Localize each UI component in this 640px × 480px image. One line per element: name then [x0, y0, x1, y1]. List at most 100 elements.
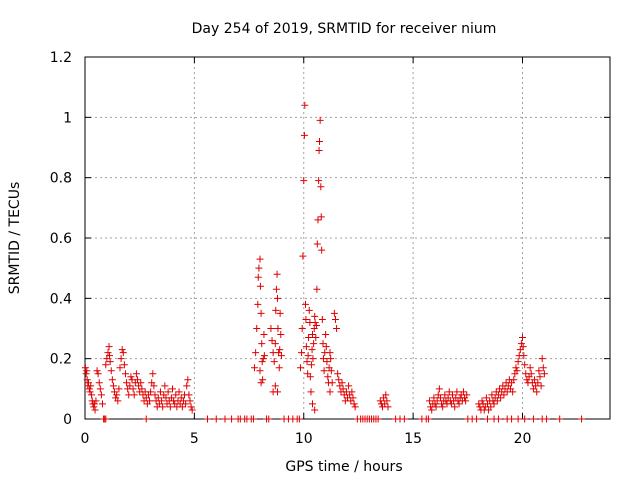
- data-point: [308, 346, 316, 354]
- data-point: [463, 391, 471, 399]
- data-point: [161, 382, 169, 390]
- data-point: [300, 177, 308, 185]
- data-point: [107, 367, 115, 375]
- data-point: [315, 147, 323, 155]
- data-point: [324, 373, 332, 381]
- data-point: [384, 403, 392, 411]
- y-tick-label: 1: [63, 110, 72, 126]
- data-point: [99, 400, 106, 408]
- data-point: [432, 403, 440, 411]
- data-point: [151, 391, 159, 399]
- data-point: [531, 376, 539, 384]
- data-points: [81, 101, 586, 423]
- data-point: [382, 391, 390, 399]
- data-point: [164, 388, 172, 396]
- data-point: [204, 415, 211, 423]
- y-axis-label: SRMTID / TECUs: [7, 182, 23, 295]
- data-point: [137, 379, 145, 387]
- data-point: [309, 331, 316, 339]
- data-point: [529, 415, 537, 423]
- data-point: [318, 315, 326, 323]
- data-point: [316, 116, 324, 124]
- data-point: [256, 282, 264, 290]
- data-point: [316, 137, 323, 145]
- data-point: [149, 370, 157, 378]
- data-point: [538, 355, 546, 363]
- data-point: [123, 379, 131, 387]
- data-point: [514, 358, 522, 366]
- data-point: [274, 325, 282, 332]
- data-point: [132, 370, 140, 378]
- data-point: [319, 355, 327, 363]
- data-point: [102, 415, 110, 423]
- data-point: [302, 300, 309, 308]
- data-point: [493, 397, 501, 405]
- data-point: [311, 318, 319, 326]
- data-point: [348, 388, 356, 396]
- data-point: [253, 325, 261, 332]
- data-point: [527, 370, 535, 378]
- data-point: [376, 397, 384, 405]
- data-point: [95, 379, 103, 387]
- data-point: [156, 388, 164, 396]
- data-point: [106, 352, 113, 360]
- data-point: [268, 337, 276, 345]
- data-point: [317, 213, 325, 221]
- data-point: [260, 331, 268, 339]
- data-point: [92, 397, 100, 405]
- data-point: [374, 415, 382, 423]
- data-point: [82, 370, 90, 378]
- y-ticks: 0 0.2 0.4 0.6 0.8 1 1.2: [50, 50, 610, 428]
- data-point: [276, 309, 284, 317]
- data-point: [102, 361, 110, 369]
- data-point: [455, 400, 463, 408]
- data-point: [118, 346, 126, 354]
- data-point: [251, 364, 259, 372]
- data-point: [158, 397, 166, 405]
- data-point: [146, 397, 154, 405]
- data-point: [90, 403, 98, 411]
- data-point: [96, 385, 104, 393]
- data-point: [307, 361, 315, 369]
- data-point: [350, 400, 358, 408]
- y-tick-label: 0.2: [50, 352, 72, 368]
- data-point: [326, 349, 334, 357]
- data-point: [270, 358, 278, 366]
- data-point: [184, 376, 192, 384]
- data-point: [187, 403, 195, 411]
- data-point: [265, 415, 273, 423]
- data-point: [115, 385, 123, 393]
- data-point: [311, 406, 319, 414]
- data-point: [435, 385, 443, 393]
- data-point: [312, 334, 320, 342]
- data-point: [521, 415, 529, 423]
- data-point: [426, 397, 434, 405]
- data-point: [508, 415, 516, 423]
- data-point: [494, 415, 502, 423]
- data-point: [539, 364, 547, 372]
- data-point: [510, 376, 518, 384]
- data-point: [85, 385, 93, 393]
- data-point: [459, 388, 467, 396]
- data-point: [320, 367, 328, 375]
- data-point: [322, 331, 330, 339]
- data-point: [322, 343, 330, 351]
- data-point: [445, 388, 453, 396]
- data-point: [274, 388, 281, 396]
- data-point: [428, 406, 436, 414]
- data-point: [306, 373, 314, 381]
- data-point: [519, 334, 526, 342]
- data-point: [302, 315, 310, 323]
- data-point: [313, 285, 321, 293]
- data-point: [97, 391, 105, 399]
- data-point: [275, 349, 283, 357]
- data-point: [323, 358, 331, 366]
- data-point: [91, 406, 99, 414]
- data-point: [295, 415, 303, 423]
- data-point: [272, 306, 280, 314]
- data-point: [93, 367, 101, 375]
- data-point: [436, 394, 444, 402]
- data-point: [271, 340, 279, 348]
- data-point: [451, 403, 459, 411]
- data-point: [255, 264, 263, 272]
